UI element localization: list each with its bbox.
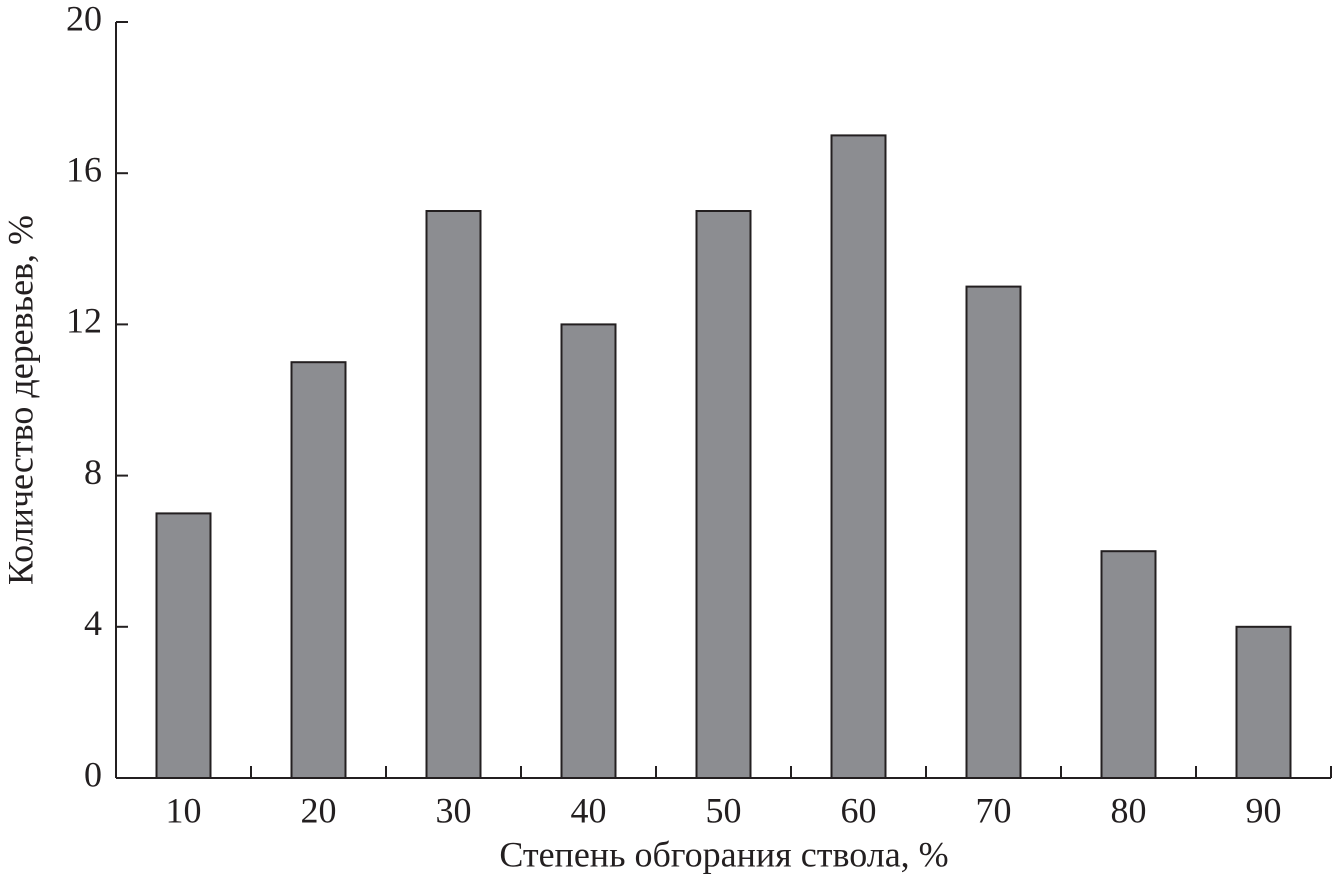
- x-tick-label: 70: [976, 790, 1012, 830]
- y-tick-label: 4: [84, 603, 102, 643]
- y-axis-title: Количество деревьев, %: [0, 215, 40, 585]
- x-tick-label: 30: [436, 790, 472, 830]
- y-tick-label: 20: [66, 0, 102, 38]
- bar: [560, 323, 617, 779]
- bar: [290, 361, 347, 779]
- bar: [965, 285, 1022, 779]
- x-tick-label: 10: [166, 790, 202, 830]
- x-tick-label: 20: [301, 790, 337, 830]
- x-tick-label: 90: [1246, 790, 1282, 830]
- bar: [155, 512, 212, 780]
- x-tick-label: 60: [841, 790, 877, 830]
- y-tick-label: 8: [84, 452, 102, 492]
- x-axis-title: Степень обгорания ствола, %: [499, 834, 948, 874]
- y-tick-label: 12: [66, 301, 102, 341]
- bar: [830, 134, 887, 779]
- bar: [1235, 625, 1292, 779]
- bar: [1100, 550, 1157, 780]
- x-tick-label: 40: [571, 790, 607, 830]
- y-tick-label: 0: [84, 754, 102, 794]
- x-tick-label: 80: [1111, 790, 1147, 830]
- bar: [695, 210, 752, 779]
- bar: [425, 210, 482, 779]
- x-tick-label: 50: [706, 790, 742, 830]
- y-tick-label: 16: [66, 149, 102, 189]
